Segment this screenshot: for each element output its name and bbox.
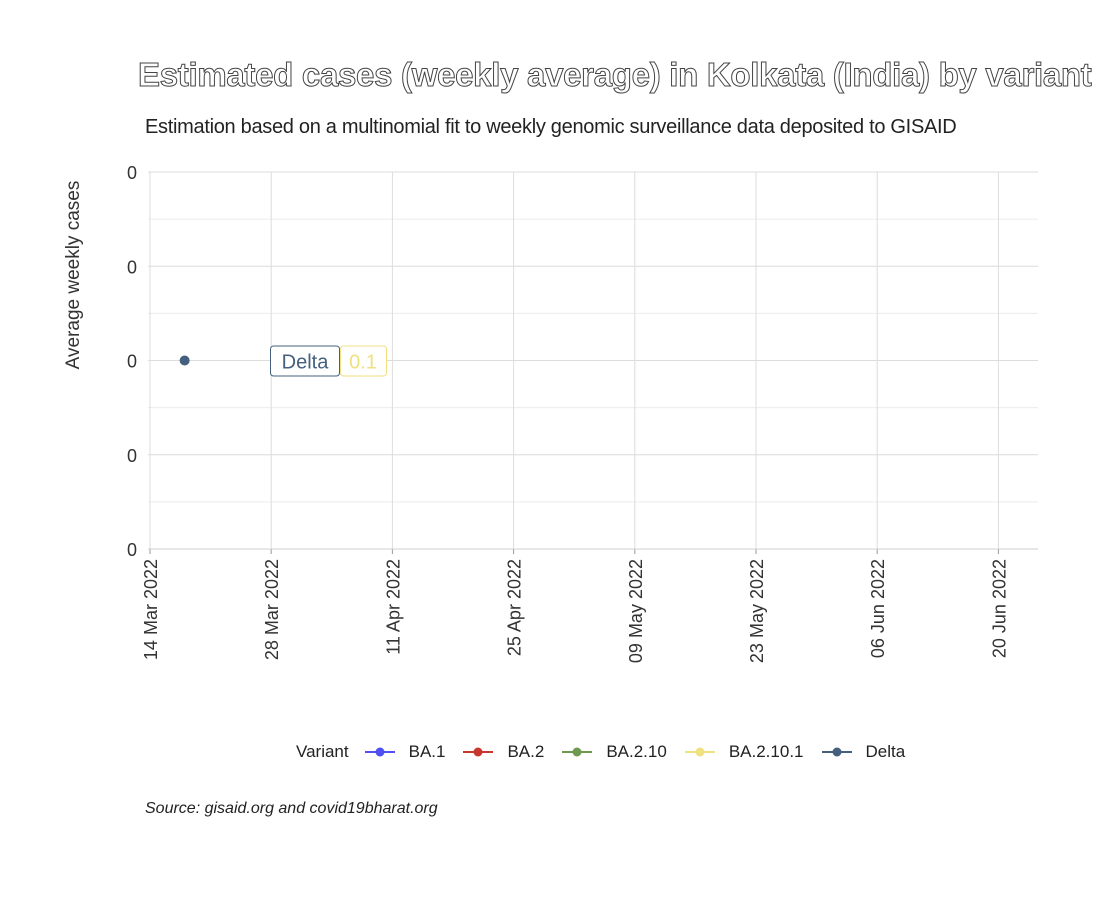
x-tick-label: 11 Apr 2022 [383,559,403,655]
legend-item-ba-2: BA.2 [461,742,544,762]
legend-item-ba-2-10: BA.2.10 [560,742,667,762]
legend-label: BA.1 [408,742,446,761]
legend: Variant BA.1 BA.2 BA.2.10 BA.2.10.1 Delta [296,740,921,764]
legend-key [463,747,494,757]
legend-label: Delta [865,742,906,761]
x-tick-label: 14 Mar 2022 [141,559,161,660]
legend-key [364,747,395,757]
x-tick-label: 25 Apr 2022 [505,559,525,656]
annotation-label-delta: Delta [282,352,330,374]
legend-label: BA.2 [507,742,545,761]
x-tick-label: 09 May 2022 [626,559,646,663]
legend-item-ba-1: BA.1 [363,742,446,762]
data-point-delta [179,355,190,366]
y-axis-title: Average weekly cases [63,181,84,370]
y-tick-label: 0 [127,540,137,560]
legend-item-ba-2-10-1: BA.2.10.1 [683,742,804,762]
y-tick-label: 0 [127,257,137,277]
chart-subtitle: Estimation based on a multinomial fit to… [145,116,957,138]
chart-title: Estimated cases (weekly average) in Kolk… [137,56,1092,94]
annotation-box [270,345,340,377]
x-tick-label: 23 May 2022 [747,559,767,663]
x-tick-label: 28 Mar 2022 [262,559,282,660]
legend-key [821,747,852,757]
legend-title: Variant [296,742,349,761]
annotation-label-value: 0.1 [349,352,377,374]
legend-key [684,747,715,757]
legend-label: BA.2.10.1 [728,742,804,761]
x-tick-label: 20 Jun 2022 [989,559,1009,658]
legend-key [562,747,593,757]
chart-caption: Source: gisaid.org and covid19bharat.org [145,800,438,817]
x-tick-label: 06 Jun 2022 [868,559,888,658]
y-tick-label: 0 [127,163,137,183]
y-tick-label: 0 [127,446,137,466]
legend-label: BA.2.10 [606,742,667,761]
annotation-box [340,345,387,377]
y-tick-label: 0 [127,352,137,372]
legend-item-delta: Delta [820,742,906,762]
